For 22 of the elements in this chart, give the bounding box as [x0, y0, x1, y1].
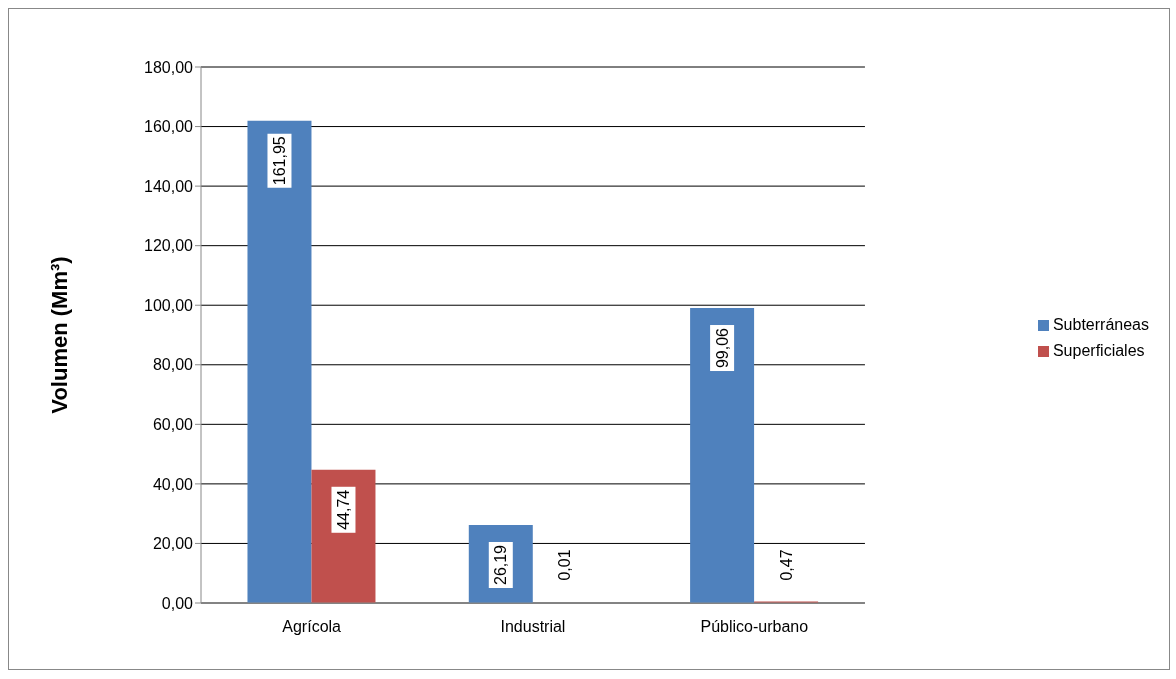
y-tick-label: 140,00	[144, 177, 194, 195]
y-tick-label: 60,00	[152, 416, 194, 434]
legend-label: Subterráneas	[1052, 316, 1149, 333]
x-tick-label: Público-urbano	[700, 618, 809, 636]
data-label: 161,95	[271, 136, 289, 186]
y-tick-label: 160,00	[144, 118, 194, 136]
y-tick-label: 180,00	[144, 58, 194, 76]
x-tick-label: Industrial	[500, 618, 566, 636]
y-axis-title: Volumen (Mm³)	[46, 256, 72, 414]
data-label: 0,01	[556, 549, 574, 581]
y-tick-label: 0,00	[161, 594, 194, 612]
y-tick-label: 20,00	[152, 535, 194, 553]
data-label: 99,06	[713, 327, 731, 369]
x-tick-label: Agrícola	[282, 618, 342, 636]
legend-label: Superficiales	[1052, 342, 1145, 359]
data-label: 26,19	[492, 544, 510, 586]
y-tick-label: 100,00	[144, 296, 194, 314]
data-label: 0,47	[777, 549, 795, 581]
data-label: 44,74	[335, 489, 353, 530]
y-tick-label: 120,00	[144, 237, 194, 255]
y-tick-label: 80,00	[152, 356, 194, 374]
y-tick-label: 40,00	[152, 475, 194, 493]
